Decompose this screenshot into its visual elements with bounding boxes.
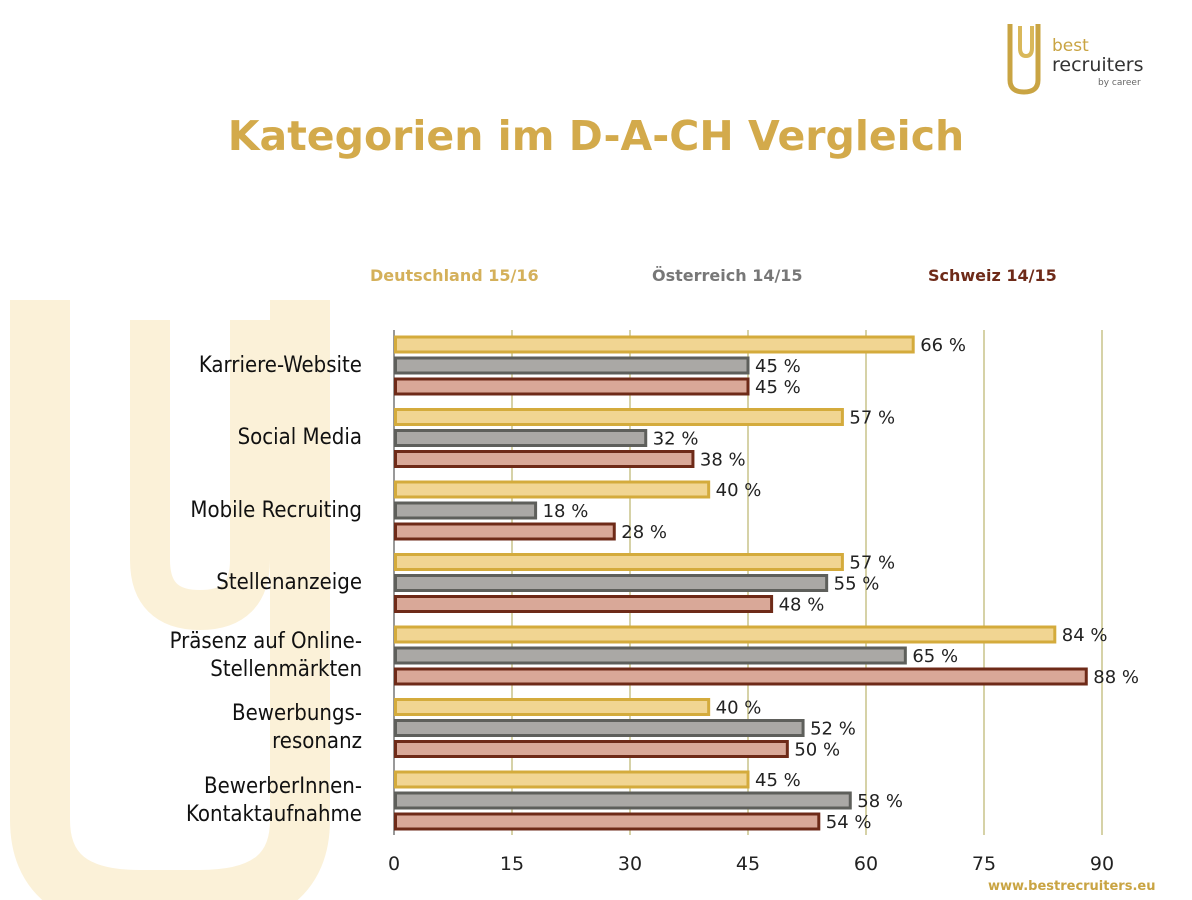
chart-title: Kategorien im D-A-CH Vergleich [227, 112, 965, 160]
bar [394, 646, 907, 665]
bar [394, 408, 844, 426]
data-label: 48 % [779, 595, 825, 616]
category-label: Karriere-Website [198, 352, 362, 378]
bar [394, 698, 711, 716]
data-label: 52 % [810, 719, 856, 740]
bar [394, 480, 711, 499]
x-tick-label: 60 [854, 853, 878, 875]
bar [394, 574, 829, 592]
bar [394, 595, 774, 613]
bar [394, 719, 805, 737]
bar [394, 335, 915, 354]
bar [394, 740, 789, 758]
bar [394, 356, 750, 375]
data-label: 45 % [755, 770, 801, 791]
legend-schweiz: Schweiz 14/15 [928, 266, 1057, 285]
data-label: 65 % [912, 646, 958, 667]
logo-text-best: best [1052, 36, 1089, 56]
bar [394, 501, 538, 520]
logo-text-by: by career [1098, 78, 1141, 88]
data-label: 50 % [794, 740, 840, 761]
data-label: 57 % [849, 553, 895, 574]
bar [394, 522, 616, 541]
data-label: 40 % [716, 698, 762, 719]
data-label: 45 % [755, 356, 801, 377]
bar [394, 667, 1088, 686]
footer-url: www.bestrecruiters.eu [988, 879, 1156, 894]
x-tick-label: 45 [736, 853, 760, 875]
x-tick-label: 75 [972, 853, 996, 875]
data-label: 45 % [755, 377, 801, 398]
logo-text-recruiters: recruiters [1052, 54, 1144, 76]
logo: best recruiters by career [1004, 18, 1164, 98]
data-label: 38 % [700, 450, 746, 471]
data-label: 84 % [1062, 625, 1108, 646]
data-label: 57 % [849, 408, 895, 429]
bar [394, 791, 852, 810]
data-label: 54 % [826, 812, 872, 833]
data-label: 58 % [857, 791, 903, 812]
x-tick-label: 0 [388, 853, 400, 875]
category-label: BewerberInnen- Kontaktaufnahme [186, 773, 362, 827]
data-label: 40 % [716, 480, 762, 501]
data-label: 88 % [1093, 667, 1139, 688]
bar [394, 553, 844, 571]
category-label: Präsenz auf Online- Stellenmärkten [169, 628, 362, 682]
logo-mark-icon [1007, 24, 1041, 95]
legend-oesterreich: Österreich 14/15 [652, 266, 803, 285]
x-tick-label: 90 [1090, 853, 1114, 875]
category-label: Mobile Recruiting [190, 497, 362, 523]
data-label: 66 % [920, 335, 966, 356]
bar [394, 429, 648, 447]
x-tick-label: 30 [618, 853, 642, 875]
category-label: Bewerbungs-resonanz [232, 701, 362, 754]
x-tick-label: 15 [500, 853, 524, 875]
data-label: 55 % [834, 574, 880, 595]
data-label: 18 % [543, 501, 589, 522]
bar [394, 377, 750, 396]
bar [394, 625, 1057, 644]
bar [394, 450, 695, 468]
bar [394, 812, 821, 831]
data-label: 32 % [653, 429, 699, 450]
legend-deutschland: Deutschland 15/16 [370, 266, 539, 285]
bar [394, 770, 750, 789]
data-label: 28 % [621, 522, 667, 543]
category-label: Social Media [237, 425, 362, 450]
category-label: Stellenanzeige [216, 570, 362, 595]
